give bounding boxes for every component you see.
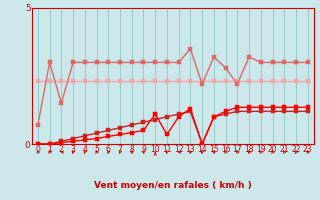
Text: Vent moyen/en rafales ( km/h ): Vent moyen/en rafales ( km/h ) bbox=[94, 182, 252, 190]
